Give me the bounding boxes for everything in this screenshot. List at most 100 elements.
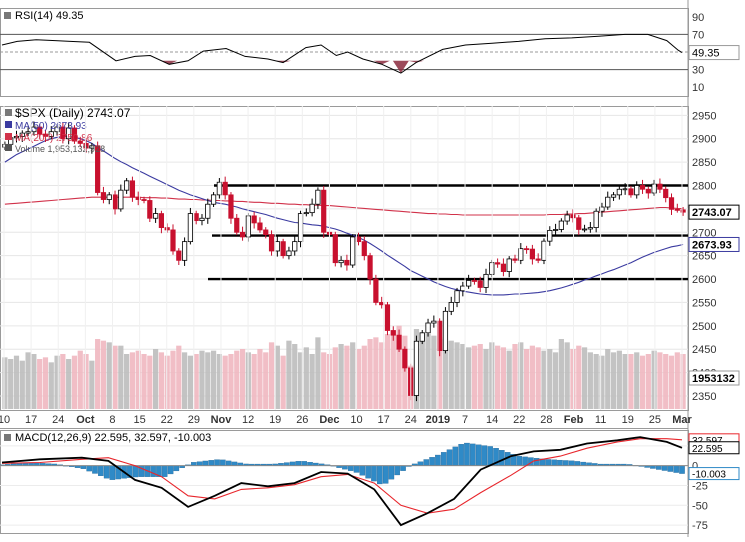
candle-body (112, 194, 118, 210)
macd-histogram-bar (394, 465, 400, 476)
volume-bar (274, 345, 280, 409)
candle-body (309, 203, 315, 214)
candle-body (286, 250, 292, 257)
macd-histogram-bar (150, 465, 156, 477)
volume-bar (338, 344, 344, 409)
candle-body (292, 241, 298, 252)
volume-bar (292, 344, 298, 409)
macd-histogram-bar (679, 465, 685, 474)
candle-body (541, 240, 547, 261)
macd-tick-label: -50 (692, 500, 708, 512)
candle-body (628, 188, 634, 196)
candle-body (141, 199, 147, 201)
candle-body (66, 127, 72, 140)
volume-bar (234, 350, 240, 409)
candle-body (680, 209, 686, 213)
rsi-title: RSI(14) 49.35 (15, 10, 83, 22)
candle-body (181, 241, 188, 261)
macd-value-label: 22.595 (692, 444, 723, 455)
volume-bar (639, 355, 646, 409)
candle-body (361, 241, 367, 257)
candle-body (495, 262, 501, 265)
volume-bar (576, 345, 582, 409)
macd-histogram-bar (516, 456, 523, 466)
volume-bar (286, 340, 292, 409)
volume-bar (622, 354, 628, 409)
volume-bar (512, 344, 518, 409)
candle-body (535, 258, 541, 261)
candle-body (95, 145, 101, 193)
macd-histogram-bar (446, 449, 453, 466)
candle-body (564, 214, 570, 222)
candle-body (466, 280, 472, 287)
candle-body (639, 185, 646, 190)
volume-bar (657, 352, 663, 409)
ma50-value-label-box (688, 236, 740, 252)
candle-body (239, 231, 246, 238)
candle-body (593, 210, 599, 229)
volume-bar (437, 337, 443, 409)
macd-line (1, 436, 683, 527)
candle-body (523, 248, 530, 251)
macd-histogram-bar (382, 465, 389, 484)
candle-body (350, 236, 356, 266)
price-tick-label: 2650 (692, 251, 716, 263)
candle-body (193, 213, 199, 221)
macd-histogram-bar (109, 465, 116, 480)
candle-body (48, 131, 54, 137)
macd-histogram-bar (214, 459, 220, 466)
macd-histogram-bar (545, 459, 552, 466)
macd-histogram-bar (301, 461, 307, 466)
volume-value-label-box (688, 370, 740, 386)
volume-bar (228, 354, 234, 409)
macd-histogram-bar (417, 461, 424, 466)
macd-tick-label: -25 (692, 480, 708, 492)
candle-body (599, 206, 605, 212)
volume-bar (355, 349, 362, 409)
volume-bar (361, 345, 367, 409)
volume-bar (19, 360, 25, 409)
candle-body (263, 229, 269, 236)
macd-histogram-bar (440, 452, 447, 466)
candle-body (25, 131, 31, 134)
volume-bar (31, 354, 37, 409)
volume-bar (663, 354, 669, 409)
macd-histogram-bar (359, 465, 366, 476)
price-tick-label: 2550 (692, 297, 716, 309)
candle-body (529, 248, 535, 260)
volume-bar (645, 354, 651, 409)
candle-body (315, 189, 321, 205)
macd-histogram-bar (365, 465, 371, 479)
volume-bar (263, 352, 269, 409)
candle-body (576, 217, 582, 230)
macd-histogram-bar (673, 465, 679, 473)
macd-histogram-bar (435, 454, 441, 466)
volume-bar (396, 325, 402, 409)
candle-body (605, 196, 611, 208)
rsi-legend-swatch (4, 12, 11, 19)
candle-body (54, 126, 60, 133)
candle-body (425, 322, 431, 334)
volume-bar (176, 345, 182, 409)
macd-histogram-bar (103, 465, 110, 479)
candle-body (77, 140, 83, 144)
volume-bar (367, 339, 373, 409)
volume-bar (48, 362, 54, 409)
price-tick-label: 2950 (692, 110, 716, 122)
macd-legend-swatch (4, 434, 11, 441)
volume-bar (13, 355, 20, 409)
volume-bar (344, 345, 350, 409)
volume-bar (379, 342, 385, 409)
candle-body (205, 203, 211, 219)
volume-bar (297, 352, 304, 409)
rsi-line (1, 33, 683, 74)
volume-bar (419, 332, 425, 409)
volume-bar (118, 345, 124, 409)
candle-body (268, 234, 275, 252)
macd-histogram-bar (470, 443, 476, 466)
volume-bar (535, 347, 541, 409)
candle-body (31, 126, 37, 133)
price-tick-label: 2900 (692, 134, 716, 146)
candle-body (118, 189, 124, 210)
volume-bar (651, 350, 657, 409)
